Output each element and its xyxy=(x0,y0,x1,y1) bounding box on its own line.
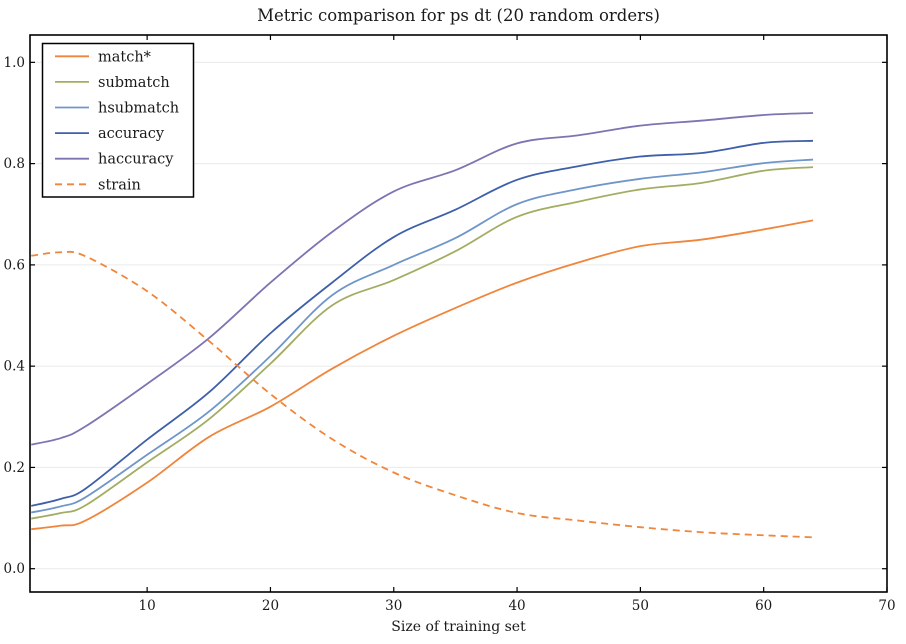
y-tick-label: 0.8 xyxy=(4,156,25,172)
x-tick-label: 40 xyxy=(508,598,525,614)
legend-label-haccuracy: haccuracy xyxy=(98,152,174,168)
chart-title: Metric comparison for ps dt (20 random o… xyxy=(257,6,660,25)
series-line-hsubmatch xyxy=(31,158,814,514)
legend-label-submatch: submatch xyxy=(98,75,170,91)
x-tick-label: 20 xyxy=(262,598,279,614)
legend-label-hsubmatch: hsubmatch xyxy=(98,101,179,117)
y-tick-label: 0.4 xyxy=(4,359,25,375)
series-line-strain xyxy=(31,250,814,539)
x-tick-label: 30 xyxy=(385,598,402,614)
legend-label-match: match* xyxy=(98,49,152,65)
axes-spines xyxy=(29,34,888,593)
y-tick-label: 1.0 xyxy=(4,55,25,71)
x-tick-label: 70 xyxy=(878,598,895,614)
x-tick-label: 10 xyxy=(139,598,156,614)
y-tick-label: 0.2 xyxy=(4,460,25,476)
legend-label-strain: strain xyxy=(98,177,141,193)
series-line-haccuracy xyxy=(31,112,814,446)
series-line-accuracy xyxy=(31,139,814,507)
series-line-match xyxy=(31,219,814,531)
x-axis-label: Size of training set xyxy=(391,619,526,635)
x-tick-label: 60 xyxy=(755,598,772,614)
legend-box xyxy=(41,42,195,198)
legend-label-accuracy: accuracy xyxy=(98,126,165,142)
y-tick-label: 0.0 xyxy=(4,561,25,577)
x-tick-label: 50 xyxy=(632,598,649,614)
y-tick-label: 0.6 xyxy=(4,257,25,273)
series-line-submatch xyxy=(31,166,814,520)
